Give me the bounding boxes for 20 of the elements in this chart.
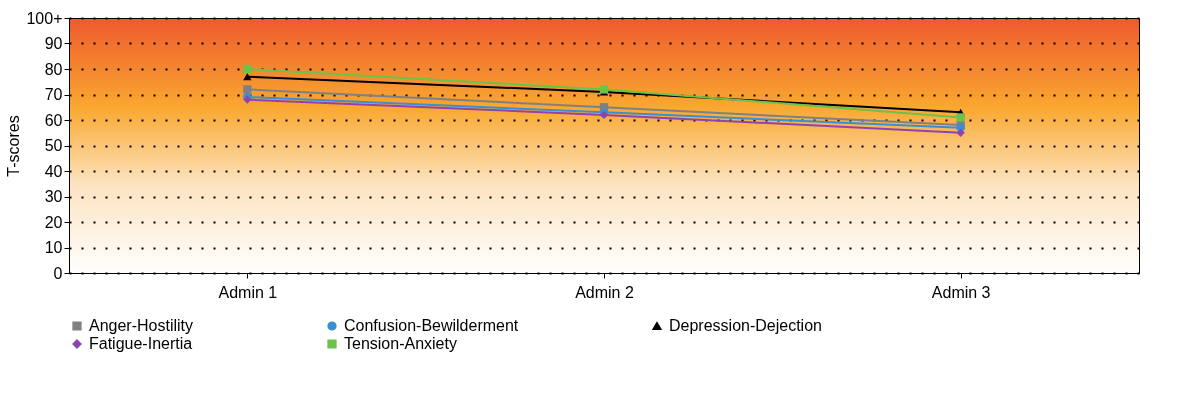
y-tick-label: 50 <box>44 137 63 154</box>
y-tick-label: 30 <box>44 188 63 205</box>
y-tick-label: 0 <box>53 264 63 282</box>
y-tick-label: 80 <box>44 60 63 78</box>
y-tick-label: 70 <box>44 86 63 103</box>
y-axis-title: T-scores <box>5 115 23 177</box>
y-tick-label: 10 <box>44 239 63 256</box>
legend-label: Depression-Dejection <box>669 317 822 334</box>
legend-label: Fatigue-Inertia <box>89 335 193 352</box>
legend-label: Tension-Anxiety <box>344 335 457 352</box>
legend-label: Anger-Hostility <box>89 317 194 334</box>
y-tick-label: 100+ <box>26 9 63 27</box>
y-tick-label: 20 <box>44 213 63 231</box>
y-tick-label: 40 <box>44 162 63 180</box>
x-tick-label: Admin 1 <box>218 283 278 301</box>
x-tick-label: Admin 3 <box>931 283 991 301</box>
x-tick-label: Admin 2 <box>575 283 634 301</box>
legend-label: Confusion-Bewilderment <box>344 317 519 334</box>
y-tick-label: 60 <box>44 111 63 129</box>
y-tick-label: 90 <box>44 35 63 52</box>
